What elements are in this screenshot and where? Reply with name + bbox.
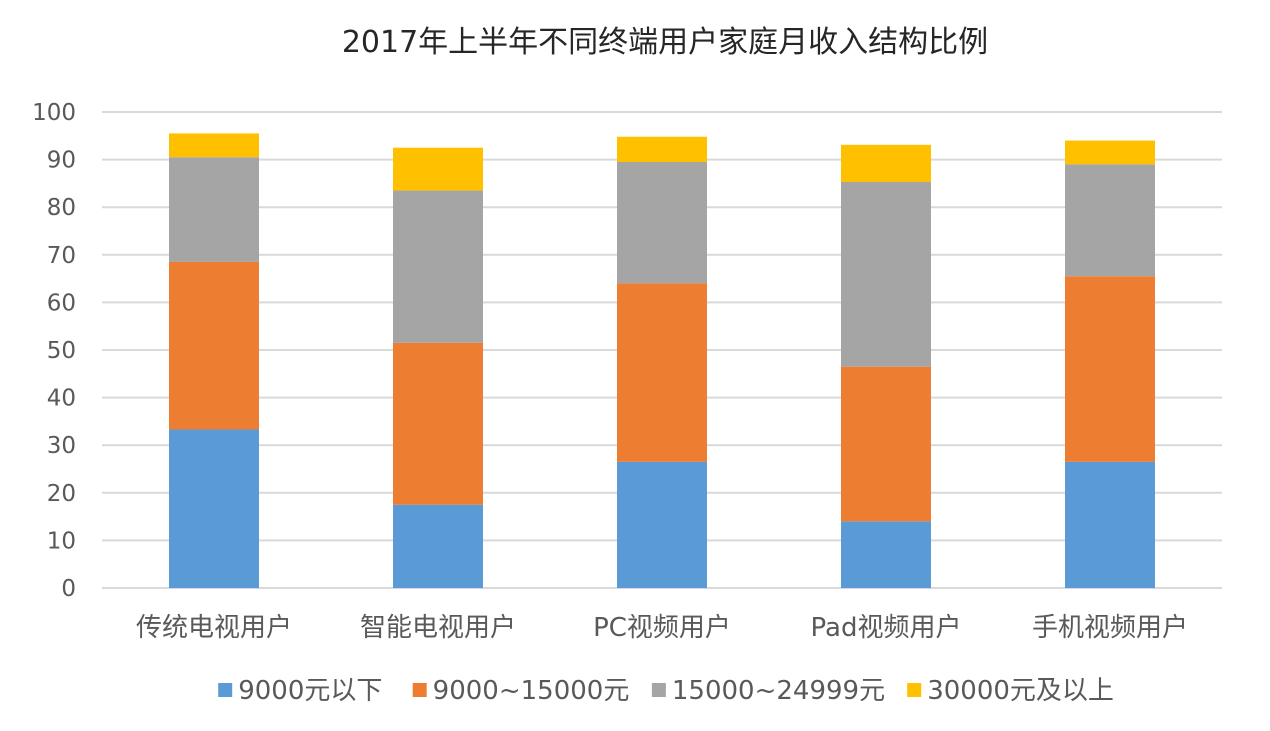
bar-segment <box>169 133 259 158</box>
bar-segment <box>393 342 483 505</box>
x-category-label: 手机视频用户 <box>1032 613 1188 643</box>
legend-swatch <box>651 683 666 697</box>
bar-segment <box>617 283 707 462</box>
bar-segment <box>1065 461 1155 588</box>
bar-segment <box>1065 140 1155 165</box>
bar-segment <box>841 181 931 367</box>
bar-segment <box>169 429 259 588</box>
legend-item: 15000~24999元 <box>651 676 885 706</box>
y-tick-label: 30 <box>47 433 76 459</box>
y-axis-ticks: 0 10 20 30 40 50 60 70 80 90 100 <box>32 100 76 602</box>
legend-swatch <box>907 683 922 697</box>
y-tick-label: 40 <box>47 386 76 412</box>
legend-swatch <box>412 683 427 697</box>
x-category-label: Pad视频用户 <box>811 613 962 643</box>
bar-segment <box>617 161 707 284</box>
x-category-label: 智能电视用户 <box>360 613 516 643</box>
y-tick-label: 70 <box>47 243 76 269</box>
y-tick-label: 10 <box>47 528 76 554</box>
y-tick-label: 50 <box>47 338 76 364</box>
legend-item: 9000元以下 <box>218 676 382 706</box>
bar-segment <box>841 521 931 588</box>
bars <box>169 133 1155 588</box>
y-tick-label: 100 <box>32 100 76 126</box>
legend-swatch <box>218 683 233 697</box>
y-tick-label: 60 <box>47 290 76 316</box>
bar-segment <box>841 366 931 522</box>
y-tick-label: 90 <box>47 148 76 174</box>
legend-item: 9000~15000元 <box>412 676 630 706</box>
legend-item: 30000元及以上 <box>907 676 1114 706</box>
bar-segment <box>617 461 707 588</box>
y-tick-label: 20 <box>47 481 76 507</box>
legend-label: 15000~24999元 <box>672 676 885 706</box>
y-tick-label: 80 <box>47 195 76 221</box>
bar-segment <box>841 144 931 182</box>
bar-segment <box>169 261 259 430</box>
legend-label: 30000元及以上 <box>927 676 1114 706</box>
legend-label: 9000元以下 <box>238 676 382 706</box>
bar-segment <box>1065 164 1155 277</box>
x-category-label: 传统电视用户 <box>136 613 292 643</box>
bar-segment <box>617 136 707 162</box>
bar-segment <box>393 147 483 191</box>
y-tick-label: 0 <box>61 576 76 602</box>
bar-segment <box>1065 276 1155 462</box>
legend-label: 9000~15000元 <box>433 676 630 706</box>
bar-segment <box>393 190 483 343</box>
bar-segment <box>169 157 259 262</box>
bar-segment <box>393 504 483 588</box>
legend: 9000元以下 9000~15000元 15000~24999元 30000元及以上 <box>218 676 1114 706</box>
x-axis-categories: 传统电视用户 智能电视用户 PC视频用户 Pad视频用户 手机视频用户 <box>136 613 1188 643</box>
x-category-label: PC视频用户 <box>593 613 731 643</box>
chart-title: 2017年上半年不同终端用户家庭月收入结构比例 <box>342 25 988 60</box>
